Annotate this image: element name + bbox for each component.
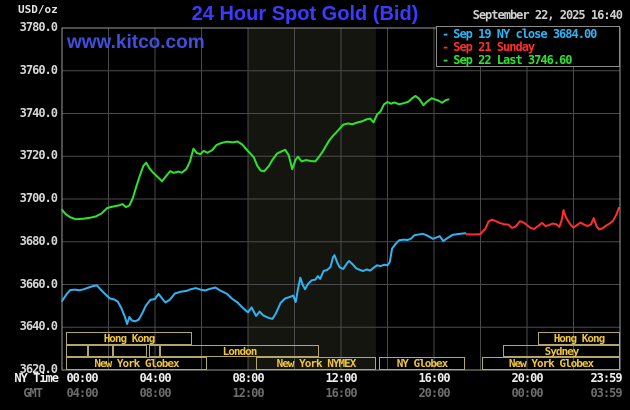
legend-item-label: Sep 22 Last 3746.60 — [453, 53, 572, 67]
y-axis-tick-label: 3720.0 — [19, 148, 58, 163]
y-axis-tick-label: 3740.0 — [19, 105, 58, 120]
price-line-sep-21-sunday — [465, 207, 620, 236]
session-box-sydney: Sydney — [503, 345, 620, 358]
plot-border — [61, 27, 621, 371]
legend-item-label: Sep 19 NY close 3684.00 — [453, 27, 597, 41]
legend-item-label: Sep 21 Sunday — [453, 40, 535, 54]
ny-time-tick-label: 08:00 — [232, 371, 264, 385]
ny-time-tick-label: 04:00 — [139, 371, 171, 385]
y-axis-tick-label: 3680.0 — [19, 233, 58, 248]
gmt-tick-label: 12:00 — [232, 386, 264, 400]
gmt-tick-label: 20:00 — [418, 386, 450, 400]
legend-item: - Sep 19 NY close 3684.00 — [437, 28, 619, 41]
chart-datetime: September 22, 2025 16:40 — [472, 8, 623, 22]
session-box-london: London — [160, 345, 319, 358]
y-axis-tick-label: 3640.0 — [19, 319, 58, 334]
session-box-new-york-nymex: New York NYMEX — [256, 357, 376, 370]
price-line-sep-19-ny-close — [61, 232, 467, 325]
ny-time-tick-label: 12:00 — [325, 371, 357, 385]
y-axis-tick-label: 3760.0 — [19, 62, 58, 77]
session-box-hong-kong: Hong Kong — [538, 332, 620, 345]
y-axis-tick-label: 3660.0 — [19, 276, 58, 291]
y-axis-tick-label: 3780.0 — [19, 20, 58, 34]
ny-time-tick-label: 23:59 — [590, 371, 622, 385]
session-box — [88, 345, 113, 357]
legend-dash-marker: - — [442, 53, 449, 67]
units-label: USD/oz — [18, 3, 58, 16]
gmt-tick-label: 04:00 — [66, 386, 98, 400]
price-line-sep-22-last — [61, 95, 450, 221]
legend-box: - Sep 19 NY close 3684.00- Sep 21 Sunday - S… — [436, 26, 620, 67]
session-box-new-york-globex: New York Globex — [66, 357, 207, 370]
session-box-ny-globex: NY Globex — [379, 357, 465, 370]
gmt-tick-label: 00:00 — [511, 386, 543, 400]
session-box — [113, 345, 147, 357]
ny-time-tick-label: 00:00 — [66, 371, 98, 385]
kitco-watermark-link[interactable]: www.kitco.com — [67, 32, 205, 53]
gmt-tick-label: 03:59 — [590, 386, 622, 400]
legend-dash-marker: - — [442, 40, 449, 54]
ny-time-axis-label: NY Time — [14, 371, 59, 385]
ny-time-tick-label: 16:00 — [418, 371, 450, 385]
session-box-hong-kong: Hong Kong — [66, 332, 192, 345]
ny-time-tick-label: 20:00 — [511, 371, 543, 385]
page-title: 24 Hour Spot Gold (Bid) — [191, 3, 419, 25]
gmt-tick-label: 08:00 — [139, 386, 171, 400]
session-box — [149, 345, 160, 357]
y-axis-tick-label: 3620.0 — [19, 362, 58, 376]
session-box-new-york-globex: New York Globex — [482, 357, 620, 370]
legend-dash-marker: - — [442, 27, 449, 41]
legend-item: - Sep 22 Last 3746.60 — [437, 54, 619, 67]
y-axis-tick-label: 3700.0 — [19, 191, 58, 205]
gmt-axis-label: GMT — [23, 386, 43, 400]
legend-item: - Sep 21 Sunday — [437, 41, 619, 54]
gmt-tick-label: 16:00 — [325, 386, 357, 400]
session-box — [66, 345, 88, 357]
